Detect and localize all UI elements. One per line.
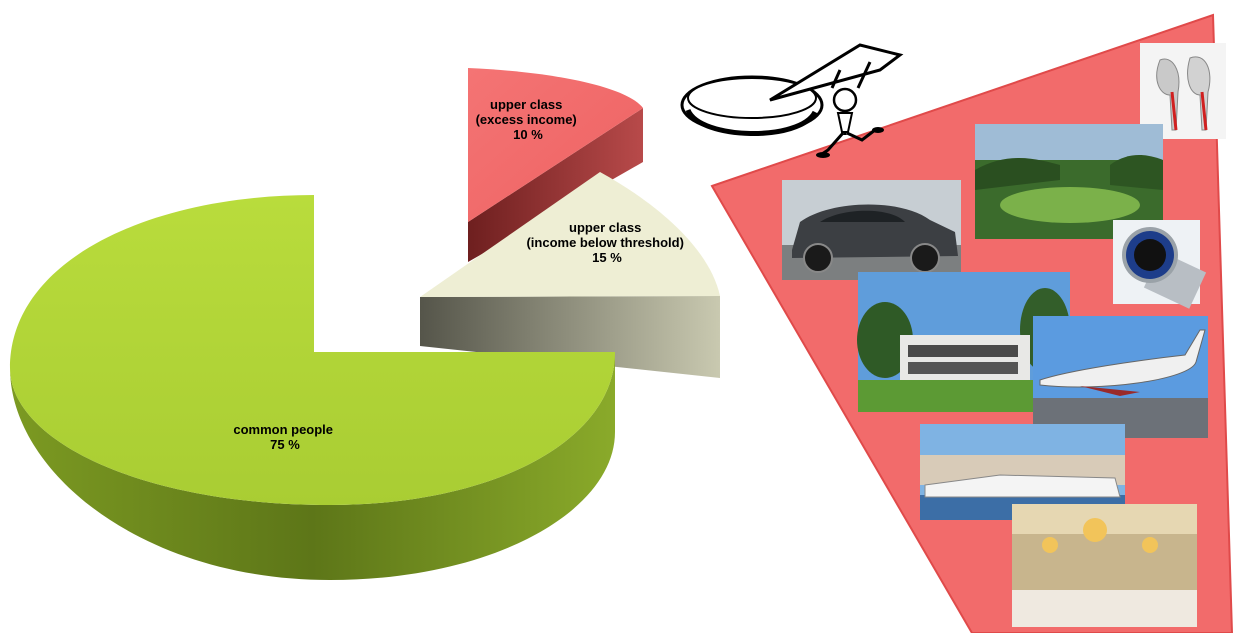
label-line: common people xyxy=(233,422,333,437)
label-line: (excess income) xyxy=(476,112,577,127)
watch-photo xyxy=(1113,220,1207,309)
label-value: 75 % xyxy=(270,437,300,452)
ballroom-photo xyxy=(1012,504,1197,627)
slice-upper-class-below xyxy=(420,172,720,378)
slice-top xyxy=(420,172,720,297)
golf-course-photo xyxy=(975,124,1163,239)
slice-side xyxy=(420,296,720,378)
suv-photo xyxy=(782,180,961,280)
label-upper-class-excess: upper class (excess income) 10 % xyxy=(476,97,581,142)
pie-chart: upper class (excess income) 10 % upper c… xyxy=(10,68,720,580)
label-line: upper class xyxy=(569,220,641,235)
slice-upper-class-excess xyxy=(468,68,643,262)
slice-top xyxy=(10,195,615,505)
label-line: upper class xyxy=(490,97,562,112)
luxury-photos xyxy=(782,43,1226,627)
label-common-people: common people 75 % xyxy=(233,422,336,452)
label-value: 10 % xyxy=(513,127,543,142)
jet-photo xyxy=(1033,316,1208,438)
label-value: 15 % xyxy=(592,250,622,265)
slice-side xyxy=(10,352,615,580)
slice-top xyxy=(468,68,643,222)
label-upper-class-below: upper class (income below threshold) 15 … xyxy=(526,220,687,265)
cartoon-pie-lifter xyxy=(680,43,904,158)
label-line: (income below threshold) xyxy=(526,235,683,250)
slice-common-people xyxy=(10,195,615,580)
heels-photo xyxy=(1140,43,1226,139)
slice-side xyxy=(468,108,643,262)
